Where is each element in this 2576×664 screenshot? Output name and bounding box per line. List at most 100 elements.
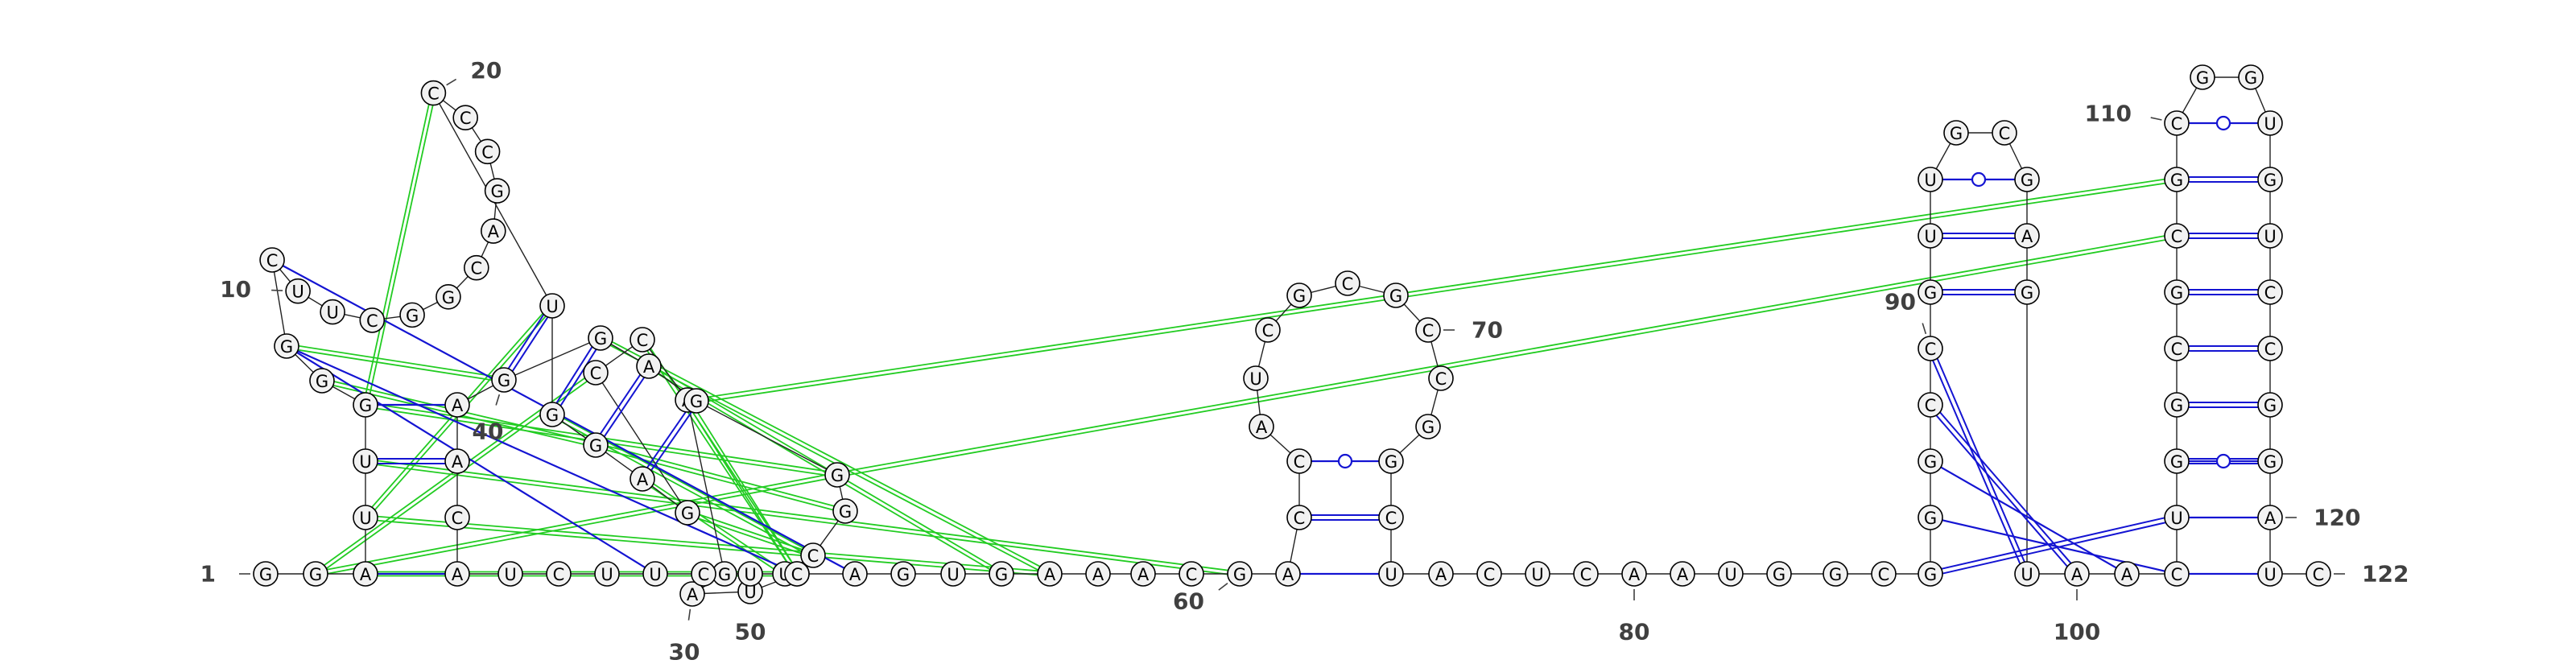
nucleotide-circle <box>630 327 655 353</box>
nucleotide-circle <box>353 561 378 587</box>
position-label: 70 <box>1472 317 1503 344</box>
nucleotide-letter: G <box>1385 452 1397 472</box>
nucleotide: C <box>1335 270 1360 296</box>
nucleotide: G <box>1286 283 1312 308</box>
nucleotide-letter: A <box>452 565 464 584</box>
nucleotide-letter: A <box>643 357 655 377</box>
nucleotide: U <box>539 293 565 319</box>
nucleotide: A <box>1275 561 1301 587</box>
nucleotide-letter: G <box>1924 565 1937 584</box>
position-label: 1 <box>200 561 216 588</box>
nucleotide-circle <box>444 448 470 474</box>
position-tick <box>2150 117 2162 121</box>
nucleotide-circle <box>1918 392 1943 418</box>
nucleotide-letter: C <box>807 546 819 566</box>
nucleotide-circle <box>2306 561 2331 587</box>
nucleotide-circle <box>2164 336 2190 361</box>
nucleotide-circle <box>1823 561 1848 587</box>
nucleotide-circle <box>583 432 609 458</box>
nucleotide-letter: G <box>995 565 1008 584</box>
nucleotide-letter: C <box>1435 369 1447 389</box>
nucleotide-letter: C <box>1878 565 1890 584</box>
gu-wobble-marker <box>2215 115 2231 131</box>
nucleotide-circle <box>1766 561 1792 587</box>
canonical-pair-line <box>1935 414 2068 567</box>
nucleotide-letter: C <box>698 565 710 584</box>
nucleotide: A <box>2257 505 2283 530</box>
nucleotide-circle <box>481 218 506 244</box>
nucleotide-letter: G <box>1829 565 1842 584</box>
nucleotide-circle <box>636 353 662 379</box>
nucleotide-letter: C <box>427 85 440 104</box>
nucleotide-circle <box>1621 561 1647 587</box>
nucleotide-letter: C <box>590 364 602 383</box>
nucleotide-circle <box>1378 561 1404 587</box>
nucleotide: G <box>399 302 425 328</box>
nucleotide-letter: C <box>2171 565 2183 584</box>
canonical-pair-line <box>507 314 545 369</box>
nucleotide: C <box>1378 505 1404 530</box>
nucleotide: G <box>539 402 565 427</box>
position-label: 90 <box>1885 289 1916 316</box>
nucleotide-circle <box>546 561 572 587</box>
canonical-pair-line <box>1936 358 2025 563</box>
nucleotide-letter: U <box>2170 509 2182 528</box>
nucleotide: G <box>2257 167 2283 192</box>
nucleotide-letter: A <box>1677 565 1689 584</box>
backbone-segment <box>271 259 287 347</box>
nucleotide-circle <box>824 462 850 488</box>
nucleotide-letter: G <box>1924 509 1937 528</box>
nucleotide-letter: G <box>1293 287 1306 306</box>
nucleotide: G <box>1227 561 1253 587</box>
nucleotide-letter: C <box>791 565 803 584</box>
nucleotide-letter: G <box>546 406 559 425</box>
position-tick <box>1218 582 1228 591</box>
nucleotide: G <box>588 325 613 351</box>
nucleotide-circle <box>539 293 565 319</box>
nucleotide-letter: G <box>681 504 694 523</box>
nucleotide-letter: G <box>2170 171 2183 190</box>
nucleotide-letter: G <box>280 337 293 357</box>
nucleotide: C <box>474 138 501 165</box>
nucleotide: G <box>253 561 279 587</box>
nucleotide: U <box>737 561 763 587</box>
nucleotide: G <box>274 333 299 359</box>
nucleotide-circle <box>683 388 709 414</box>
nucleotide-circle <box>1275 561 1301 587</box>
nucleotide: A <box>636 353 662 379</box>
nucleotide-letter: U <box>947 565 959 584</box>
position-label: 10 <box>220 276 251 303</box>
tertiary-interaction-line <box>286 347 504 383</box>
nucleotide-letter: A <box>1256 418 1268 437</box>
nucleotide-circle <box>1718 561 1744 587</box>
nucleotide-circle <box>1476 561 1502 587</box>
canonical-pair-line <box>1939 411 2072 564</box>
position-label: 50 <box>735 619 766 645</box>
nucleotide: G <box>2164 392 2190 418</box>
gu-wobble-marker <box>1971 171 1987 188</box>
nucleotide: U <box>2014 561 2040 587</box>
nucleotide-circle <box>303 561 328 587</box>
nucleotide-circle <box>1918 336 1943 361</box>
position-label: 110 <box>2085 101 2132 127</box>
nucleotide: U <box>320 299 345 325</box>
nucleotide: G <box>2257 392 2283 418</box>
nucleotide: C <box>452 105 478 131</box>
nucleotide-letter: U <box>2021 565 2033 584</box>
nucleotide-circle <box>444 561 470 587</box>
nucleotide-letter: C <box>1294 509 1306 528</box>
nucleotide-circle <box>737 561 763 587</box>
nucleotide-circle <box>2190 64 2215 90</box>
nucleotide-circle <box>359 307 386 333</box>
nucleotide: G <box>491 367 517 393</box>
nucleotide-circle <box>989 561 1014 587</box>
nucleotide: G <box>1378 448 1404 474</box>
nucleotide-letter: C <box>266 251 279 270</box>
nucleotide: C <box>464 254 489 281</box>
nucleotide: C <box>583 360 609 386</box>
canonical-pair-line <box>604 377 645 437</box>
nucleotide-circle <box>2014 561 2040 587</box>
nucleotide-circle <box>2164 561 2190 587</box>
nucleotide: U <box>1525 561 1550 587</box>
nucleotide-letter: G <box>690 392 703 411</box>
